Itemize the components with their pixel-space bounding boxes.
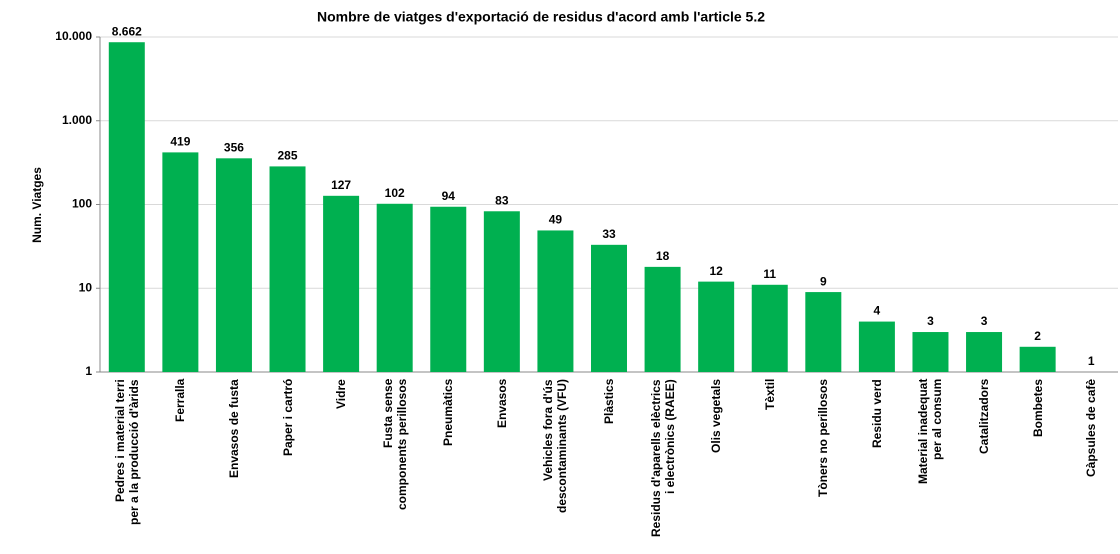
bar [966,332,1003,372]
value-label: 127 [331,178,351,192]
value-label: 18 [656,249,670,263]
x-tick-label: Vehicles fora d'ús descontaminants (VFU) [541,379,570,514]
y-tick-label: 10 [79,280,93,294]
value-label: 33 [602,227,616,241]
value-label: 419 [170,135,190,149]
bar [537,230,574,372]
x-tick-label: Residu verd [869,379,884,448]
x-tick-label: Bombetes [1030,379,1045,438]
bar [644,266,681,372]
x-tick-label: Envasos de fusta [226,379,241,478]
value-label: 9 [820,274,827,288]
value-label: 94 [442,189,456,203]
bar [430,206,467,372]
bar [912,332,949,372]
bar [698,281,735,372]
x-tick-label: Tèxtil [762,379,777,411]
value-label: 83 [495,193,509,207]
y-tick-label: 1 [85,364,92,378]
value-label: 102 [385,186,405,200]
y-axis-label: Num. Viatges [30,167,44,243]
value-label: 285 [278,149,298,163]
x-tick-label: Residus d'aparells elèctrics i electròni… [648,379,677,537]
chart-title: Nombre de viatges d'exportació de residu… [317,9,765,25]
bar [162,152,199,372]
bar [1019,346,1056,372]
value-label: 2 [1034,329,1041,343]
bar [483,211,520,372]
bar [805,292,842,372]
value-label: 11 [763,267,776,281]
value-label: 1 [1088,354,1095,368]
bar [215,158,252,372]
x-tick-label: Envasos [494,379,509,429]
x-tick-label: Olis vegetals [709,379,724,454]
y-tick-label: 10.000 [55,29,92,43]
bar [323,195,360,372]
value-label: 12 [709,264,723,278]
bar [751,284,788,372]
bar [269,166,306,372]
bar [858,321,895,372]
x-tick-label: Material inadequat per al consum [916,379,945,485]
value-label: 3 [927,314,934,328]
value-label: 3 [981,314,988,328]
value-label: 8.662 [112,24,142,38]
x-tick-label: Vidre [334,379,349,409]
value-label: 356 [224,140,244,154]
bar [108,42,145,372]
x-tick-label: Ferralla [173,379,188,423]
x-tick-label: Tòners no perillosos [816,379,831,498]
x-tick-label: Càpsules de cafè [1084,379,1099,478]
x-tick-label: Fusta sense components perillosos [380,379,409,511]
x-tick-label: Pedres i material terri per a la producc… [112,379,141,525]
bar [591,244,627,372]
y-tick-label: 100 [72,197,92,211]
x-tick-label: Plàstics [602,379,616,425]
x-tick-label: Pneumàtics [441,379,456,447]
y-tick-label: 1.000 [62,113,92,127]
x-tick-label: Paper i cartró [280,379,295,457]
value-label: 49 [549,213,563,227]
value-label: 4 [874,304,881,318]
bar [376,203,413,372]
x-tick-label: Catalitzadors [977,379,992,455]
